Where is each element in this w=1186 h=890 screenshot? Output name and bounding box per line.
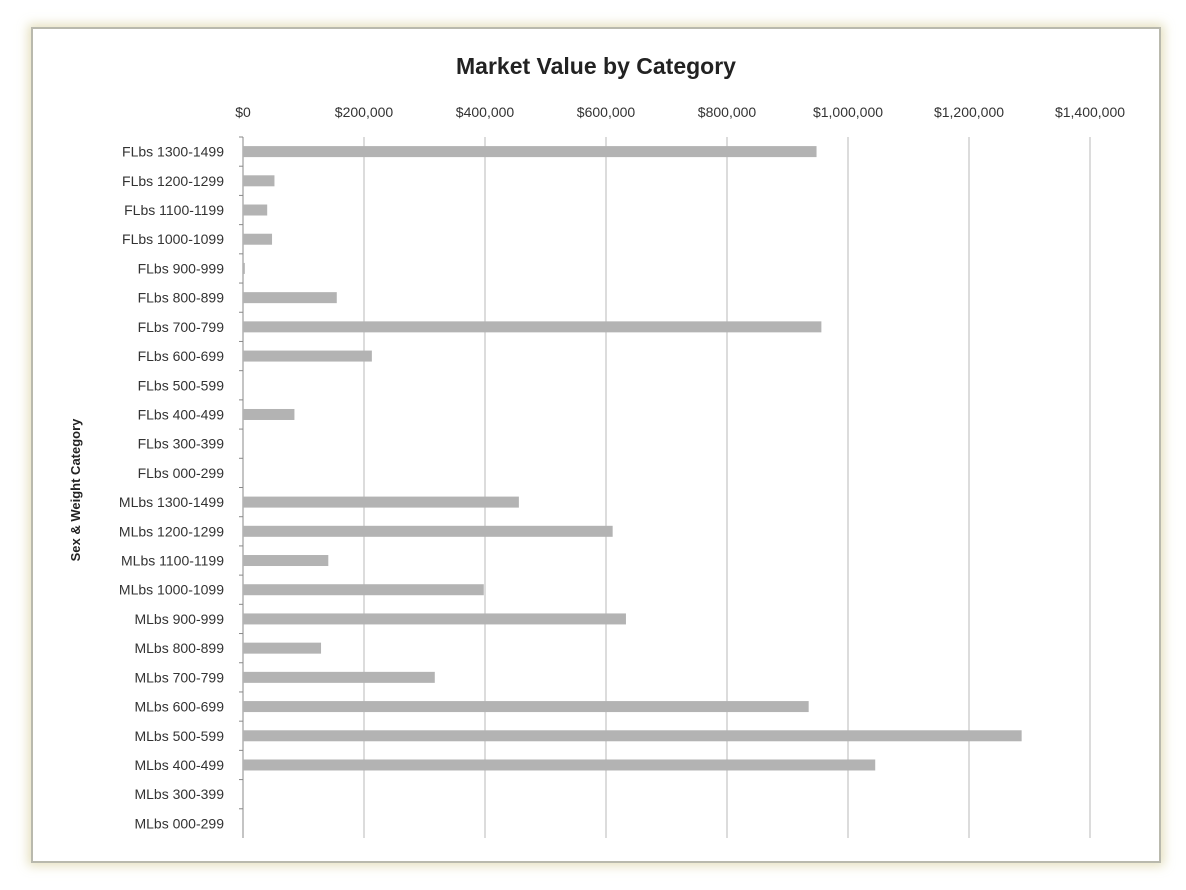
category-label: FLbs 1100-1199 [124, 202, 224, 218]
bar [243, 525, 613, 537]
bar [243, 642, 322, 654]
x-tick-label: $800,000 [698, 104, 757, 120]
category-label: FLbs 900-999 [138, 260, 225, 276]
y-axis-title: Sex & Weight Category [68, 418, 83, 562]
x-tick-label: $200,000 [335, 104, 394, 120]
category-label: MLbs 600-699 [134, 699, 224, 715]
gridlines [239, 136, 1091, 838]
category-label: MLbs 900-999 [134, 611, 224, 627]
category-label: FLbs 800-899 [138, 290, 225, 306]
category-label: FLbs 1000-1099 [122, 231, 224, 247]
x-tick-label: $600,000 [577, 104, 636, 120]
bar [243, 146, 817, 158]
x-tick-label: $1,200,000 [934, 104, 1004, 120]
category-label: FLbs 1200-1299 [122, 173, 224, 189]
category-label: FLbs 700-799 [138, 319, 225, 335]
bar [243, 233, 273, 245]
bars [243, 146, 1022, 771]
bar [243, 759, 876, 771]
bar [243, 584, 484, 596]
category-labels: FLbs 1300-1499 FLbs 1200-1299 FLbs 1100-11… [119, 144, 224, 832]
bar [243, 292, 337, 304]
category-label: FLbs 400-499 [138, 406, 225, 422]
category-label: MLbs 300-399 [134, 786, 224, 802]
bar [243, 730, 1022, 742]
category-label: MLbs 1200-1299 [119, 523, 224, 539]
bar [243, 671, 435, 683]
chart-title: Market Value by Category [456, 53, 736, 79]
bar [243, 408, 295, 420]
bar [243, 613, 626, 625]
category-label: FLbs 300-399 [138, 436, 225, 452]
category-label: MLbs 400-499 [134, 757, 224, 773]
category-label: MLbs 1100-1199 [121, 553, 224, 569]
bar [243, 496, 519, 508]
x-tick-label: $1,000,000 [813, 104, 883, 120]
category-label: FLbs 000-299 [138, 465, 225, 481]
category-label: MLbs 700-799 [134, 669, 224, 685]
x-tick-label: $0 [235, 104, 251, 120]
bar [243, 262, 245, 274]
category-label: FLbs 500-599 [138, 377, 225, 393]
bar [243, 555, 329, 567]
x-axis-ticks: $0 $200,000 $400,000 $600,000 $800,000 $1,000… [235, 104, 1125, 120]
bar [243, 350, 372, 362]
bar [243, 204, 268, 216]
bar [243, 701, 809, 713]
category-label: MLbs 1000-1099 [119, 582, 224, 598]
category-label: MLbs 000-299 [134, 815, 224, 831]
category-label: MLbs 1300-1499 [119, 494, 224, 510]
bar [243, 321, 822, 333]
x-tick-label: $400,000 [456, 104, 515, 120]
category-label: MLbs 800-899 [134, 640, 224, 656]
chart-frame [31, 27, 1161, 863]
category-label: FLbs 1300-1499 [122, 144, 224, 160]
bar [243, 175, 275, 187]
category-label: FLbs 600-699 [138, 348, 225, 364]
x-tick-label: $1,400,000 [1055, 104, 1125, 120]
category-label: MLbs 500-599 [134, 728, 224, 744]
